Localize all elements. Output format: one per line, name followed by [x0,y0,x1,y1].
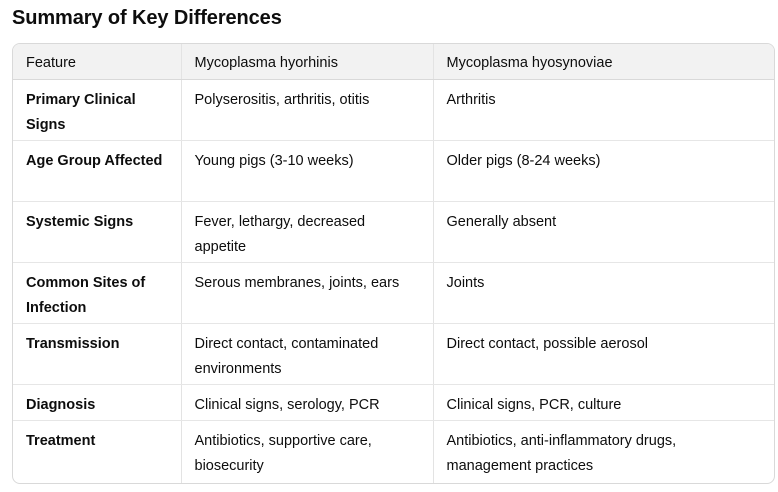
hyorhinis-cell: Clinical signs, serology, PCR [180,384,433,421]
hyosynoviae-cell: Arthritis [432,79,774,141]
hyosynoviae-cell: Older pigs (8-24 weeks) [432,140,774,202]
hyorhinis-cell: Direct contact, contaminated environment… [180,323,433,385]
table-row: Common Sites of Infection Serous membran… [13,262,774,324]
table-row: Transmission Direct contact, contaminate… [13,323,774,385]
hyosynoviae-cell: Generally absent [432,201,774,263]
table-row: Primary Clinical Signs Polyserositis, ar… [13,79,774,141]
header-feature: Feature [13,44,181,80]
table-row: Systemic Signs Fever, lethargy, decrease… [13,201,774,263]
table-row: Age Group Affected Young pigs (3-10 week… [13,140,774,202]
hyorhinis-cell: Polyserositis, arthritis, otitis [180,79,433,141]
feature-cell: Transmission [13,323,181,385]
feature-cell: Treatment [26,432,96,449]
feature-cell: Primary Clinical Signs [13,79,181,141]
table-row: Treatment Antibiotics, supportive care, … [13,420,774,483]
hyosynoviae-cell: Clinical signs, PCR, culture [432,384,774,421]
page-title: Summary of Key Differences [12,7,282,29]
feature-cell: Age Group Affected [13,140,181,202]
comparison-table: Feature Mycoplasma hyorhinis Mycoplasma … [12,43,775,484]
table-header-row: Feature Mycoplasma hyorhinis Mycoplasma … [13,44,774,80]
feature-cell: Common Sites of Infection [13,262,181,324]
hyosynoviae-cell: Joints [432,262,774,324]
hyorhinis-cell: Antibiotics, supportive care, biosecurit… [180,420,433,483]
hyorhinis-cell: Fever, lethargy, decreased appetite [180,201,433,263]
hyorhinis-cell: Serous membranes, joints, ears [180,262,433,324]
table-row: Diagnosis Clinical signs, serology, PCR … [13,384,774,421]
hyorhinis-cell: Young pigs (3-10 weeks) [180,140,433,202]
hyosynoviae-cell: Antibiotics, anti-inflammatory drugs, ma… [432,420,774,483]
feature-cell: Diagnosis [13,384,181,421]
hyosynoviae-cell: Direct contact, possible aerosol [432,323,774,385]
header-hyorhinis: Mycoplasma hyorhinis [180,44,433,80]
header-hyosynoviae: Mycoplasma hyosynoviae [432,44,774,80]
feature-cell: Systemic Signs [13,201,181,263]
